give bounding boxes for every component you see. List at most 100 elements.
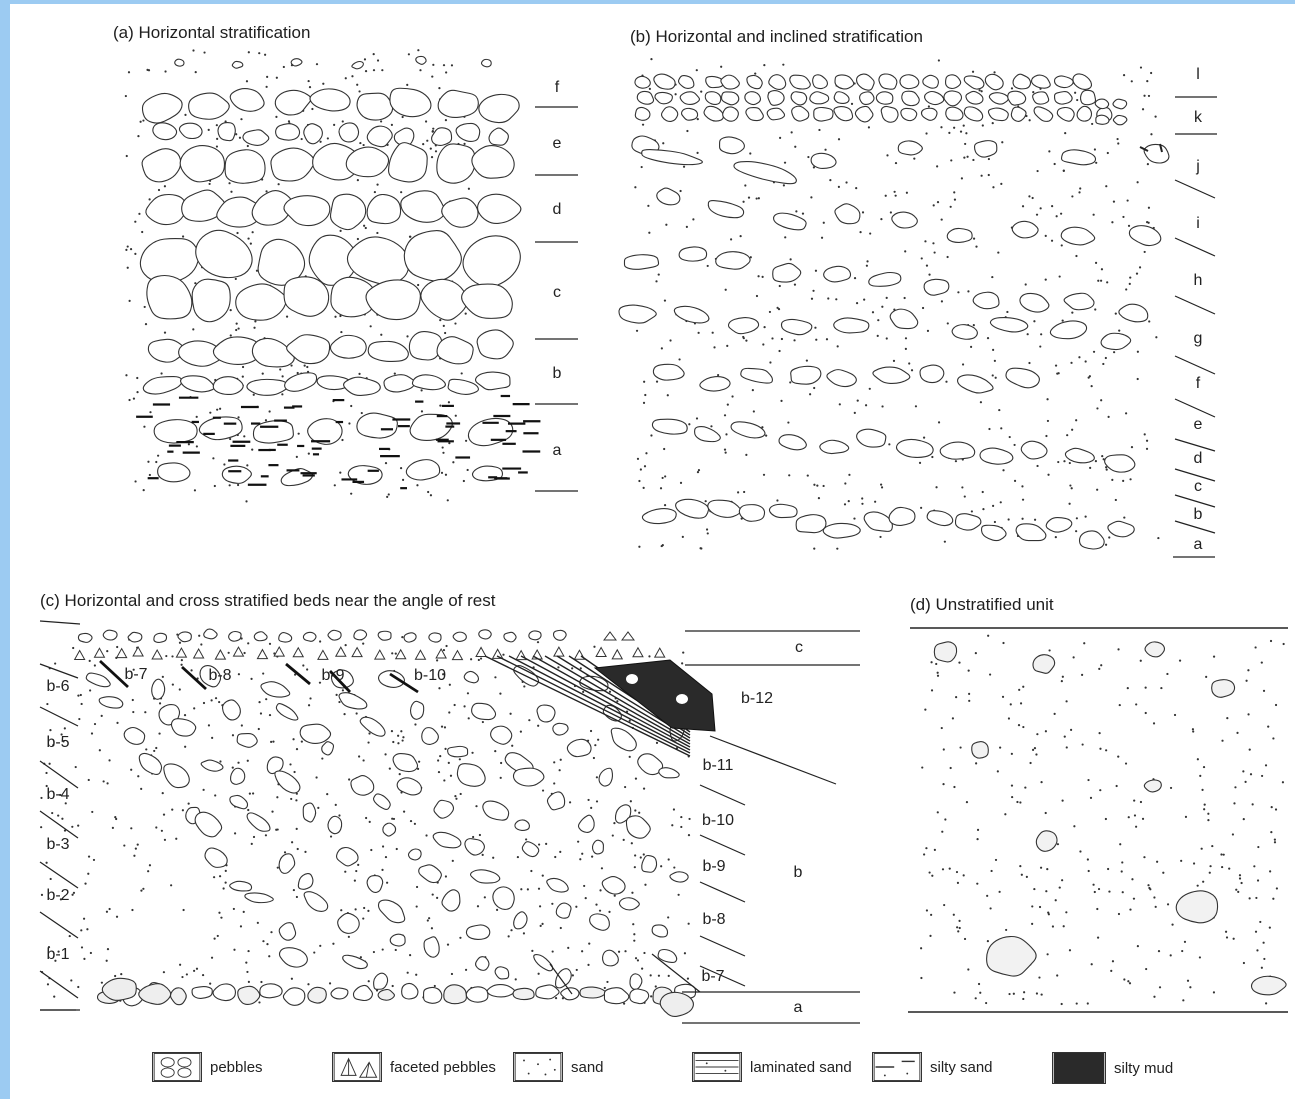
sand-grain: [478, 833, 482, 837]
sand-grain: [339, 471, 342, 474]
sand-grain: [134, 220, 137, 223]
sand-grain: [713, 346, 716, 349]
sand-grain: [598, 909, 602, 912]
sand-grain: [136, 376, 139, 380]
pebble: [157, 462, 191, 483]
sand-grain: [608, 910, 611, 913]
sand-grain: [940, 126, 943, 129]
pebble: [191, 986, 213, 999]
pebble: [476, 329, 514, 360]
sand-grain: [137, 134, 140, 138]
pebble: [200, 759, 224, 772]
sand-grain: [963, 495, 966, 498]
sand-grain: [1200, 847, 1203, 850]
sand-grain: [1143, 250, 1146, 254]
pebble: [789, 74, 811, 90]
sand-grain: [281, 393, 284, 396]
sand-grain: [1095, 161, 1098, 164]
pebble: [895, 438, 934, 458]
legend-item-laminated-sand: laminated sand: [692, 1052, 852, 1082]
sand-grain: [106, 948, 110, 951]
sand-grain: [368, 820, 371, 823]
sand-grain: [161, 675, 164, 678]
sand-grain: [376, 183, 379, 186]
sand-grain: [666, 394, 669, 397]
sand-grain: [1147, 94, 1151, 98]
sand-grain: [234, 277, 237, 281]
pebble: [833, 317, 870, 334]
sand-grain: [247, 642, 250, 645]
sand-grain: [816, 484, 819, 487]
sand-grain: [416, 484, 419, 487]
pebble: [795, 514, 827, 534]
sand-grain: [428, 917, 431, 920]
sand-grain: [711, 331, 714, 334]
pebble: [988, 92, 1009, 105]
sand-grain: [54, 662, 57, 665]
sand-grain: [553, 782, 556, 785]
sand-grain: [390, 730, 394, 733]
sand-grain: [561, 997, 565, 1000]
sand-grain: [1021, 205, 1025, 208]
sand-grain: [181, 975, 184, 979]
sand-grain: [1265, 1002, 1268, 1005]
sand-grain: [1011, 795, 1014, 799]
sand-grain: [1028, 195, 1031, 198]
sand-grain: [993, 71, 996, 74]
sand-grain: [1220, 853, 1223, 856]
sand-grain: [1096, 488, 1099, 491]
sand-grain: [1099, 747, 1102, 750]
sand-grain: [932, 204, 935, 207]
sand-grain: [1038, 976, 1041, 979]
sand-grain: [880, 218, 883, 221]
sand-grain: [568, 801, 572, 804]
pebble: [694, 426, 721, 443]
pebble: [278, 632, 293, 643]
sand-grain: [315, 776, 318, 779]
panel-c-foreset-label: b-7: [124, 666, 148, 683]
sand-grain: [725, 433, 728, 436]
sand-grain: [1236, 731, 1239, 734]
sand-grain: [998, 408, 1001, 412]
sand-grain: [519, 730, 522, 733]
sand-grain: [644, 883, 647, 886]
sand-grain: [406, 971, 409, 974]
panel-c-left-bed-label: b-4: [46, 786, 70, 803]
sand-grain: [216, 137, 219, 141]
pebble: [229, 880, 253, 892]
sand-grain: [275, 76, 278, 79]
sand-grain: [946, 255, 949, 259]
pebble: [778, 434, 807, 451]
pebble: [722, 106, 739, 122]
pebble: [1053, 75, 1074, 89]
sand-grain: [481, 853, 484, 856]
sand-grain: [761, 426, 764, 429]
faceted-pebble: [414, 649, 427, 660]
sand-grain: [537, 972, 540, 975]
sand-grain: [966, 155, 969, 158]
sand-grain: [1153, 995, 1156, 998]
pebble: [1143, 779, 1162, 793]
pebble: [745, 106, 764, 122]
pebble: [152, 122, 178, 141]
sand-grain: [999, 746, 1002, 749]
sand-grain: [1073, 825, 1076, 828]
pebble: [833, 91, 850, 104]
panel-a-bed-label: d: [552, 201, 562, 218]
pebble: [654, 91, 673, 105]
sand-grain: [948, 867, 951, 870]
sand-grain: [648, 87, 651, 90]
sand-grain: [1212, 655, 1216, 658]
sand-grain: [1143, 94, 1146, 97]
sand-grain: [681, 535, 684, 538]
sand-grain: [889, 211, 892, 214]
sand-grain: [247, 51, 250, 54]
sand-grain: [1141, 817, 1145, 820]
pebble: [1128, 225, 1162, 247]
sand-grain: [1129, 478, 1132, 481]
sand-grain: [871, 311, 875, 314]
sand-grain: [1221, 865, 1224, 869]
panel-b-bed-boundary: [1174, 295, 1216, 315]
sand-grain: [531, 949, 534, 952]
pebble: [474, 956, 490, 971]
